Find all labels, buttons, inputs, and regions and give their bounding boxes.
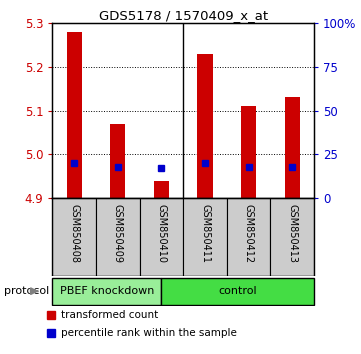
Text: GSM850410: GSM850410 xyxy=(156,204,166,263)
Text: GSM850411: GSM850411 xyxy=(200,204,210,263)
Text: GSM850413: GSM850413 xyxy=(287,204,297,263)
Text: GSM850412: GSM850412 xyxy=(244,204,254,263)
Bar xyxy=(183,198,227,276)
Text: protocol: protocol xyxy=(4,286,49,296)
Title: GDS5178 / 1570409_x_at: GDS5178 / 1570409_x_at xyxy=(99,9,268,22)
Bar xyxy=(96,198,140,276)
Text: GSM850408: GSM850408 xyxy=(69,204,79,263)
Text: PBEF knockdown: PBEF knockdown xyxy=(60,286,154,296)
Bar xyxy=(52,278,161,305)
Bar xyxy=(197,54,213,198)
Bar xyxy=(270,198,314,276)
Bar xyxy=(284,97,300,198)
Text: percentile rank within the sample: percentile rank within the sample xyxy=(61,328,237,338)
Bar xyxy=(227,198,270,276)
Bar xyxy=(110,124,125,198)
Bar xyxy=(241,106,256,198)
Bar xyxy=(52,198,96,276)
Bar xyxy=(154,181,169,198)
Bar xyxy=(66,32,82,198)
Bar xyxy=(161,278,314,305)
Text: control: control xyxy=(218,286,257,296)
Text: GSM850409: GSM850409 xyxy=(113,204,123,263)
Bar xyxy=(140,198,183,276)
Text: transformed count: transformed count xyxy=(61,310,158,320)
